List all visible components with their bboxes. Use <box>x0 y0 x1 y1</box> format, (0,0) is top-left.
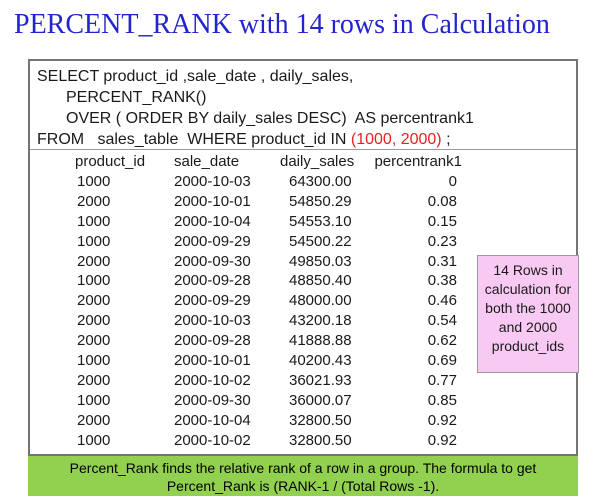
sql-line-2: PERCENT_RANK() <box>66 89 207 106</box>
footer-line-1: Percent_Rank finds the relative rank of … <box>69 460 537 476</box>
table-row: 2000 2000-09-28 41888.88 0.62 <box>75 331 576 351</box>
table-cell: 43200.18 <box>289 312 352 330</box>
table-cell: 54500.22 <box>289 232 352 250</box>
table-cell: 36021.93 <box>289 371 352 389</box>
table-cell: 2000-09-28 <box>174 272 251 290</box>
table-cell: 2000 <box>77 192 111 210</box>
sql-line-3: OVER ( ORDER BY daily_sales DESC) AS per… <box>66 110 474 127</box>
footer-explanation: Percent_Rank finds the relative rank of … <box>28 456 578 496</box>
table-cell: 48850.40 <box>289 272 352 290</box>
table-row: 2000 2000-10-02 36021.93 0.77 <box>75 371 576 391</box>
table-row: 2000 2000-10-04 32800.50 0.92 <box>75 411 576 431</box>
table-cell: 0.31 <box>427 252 457 270</box>
table-cell: 36000.07 <box>289 391 352 409</box>
table-row: 1000 2000-10-02 32800.50 0.92 <box>75 431 576 451</box>
table-cell: 1000 <box>77 352 111 370</box>
table-cell: 0.62 <box>427 332 457 350</box>
sql-query-block: SELECT product_id ,sale_date , daily_sal… <box>30 61 576 150</box>
table-row: 2000 2000-10-03 43200.18 0.54 <box>75 311 576 331</box>
table-cell: 48000.00 <box>289 292 352 310</box>
table-cell: 49850.03 <box>289 252 352 270</box>
table-cell: 32800.50 <box>289 431 352 449</box>
table-cell: 54553.10 <box>289 212 352 230</box>
table-cell: 0.46 <box>427 292 457 310</box>
table-cell: 2000-10-04 <box>174 411 251 429</box>
column-header-percentrank1: percentrank1 <box>374 153 462 170</box>
table-cell: 2000 <box>77 292 111 310</box>
table-cell: 1000 <box>77 172 111 190</box>
table-row: 1000 2000-09-28 48850.40 0.38 <box>75 271 576 291</box>
column-header-product-id: product_id <box>75 153 146 170</box>
table-row: 1000 2000-10-01 40200.43 0.69 <box>75 351 576 371</box>
table-cell: 2000-09-29 <box>174 292 251 310</box>
table-header-row: product_id sale_date daily_sales percent… <box>75 152 576 172</box>
table-cell: 2000 <box>77 371 111 389</box>
table-row: 2000 2000-09-30 49850.03 0.31 <box>75 252 576 272</box>
callout-note: 14 Rows in calculation for both the 1000… <box>477 255 579 373</box>
sql-in-values-highlight: (1000, 2000) <box>350 131 442 148</box>
table-cell: 41888.88 <box>289 332 352 350</box>
table-row: 1000 2000-10-04 54553.10 0.15 <box>75 212 576 232</box>
table-cell: 2000-10-03 <box>174 172 251 190</box>
table-cell: 0.38 <box>427 272 457 290</box>
table-cell: 0.69 <box>427 352 457 370</box>
table-cell: 0.77 <box>427 371 457 389</box>
table-cell: 0.92 <box>427 431 457 449</box>
table-cell: 2000 <box>77 332 111 350</box>
table-cell: 0.15 <box>427 212 457 230</box>
table-cell: 2000 <box>77 411 111 429</box>
table-cell: 2000-10-04 <box>174 212 251 230</box>
sql-line-1: SELECT product_id ,sale_date , daily_sal… <box>37 68 354 85</box>
table-cell: 54850.29 <box>289 192 352 210</box>
table-row: 2000 2000-09-29 48000.00 0.46 <box>75 291 576 311</box>
table-cell: 1000 <box>77 431 111 449</box>
sql-line-4: FROM sales_table WHERE product_id IN (10… <box>37 129 576 150</box>
page-title: PERCENT_RANK with 14 rows in Calculation <box>14 9 550 40</box>
sql-from-clause: FROM sales_table WHERE product_id IN <box>37 131 351 148</box>
table-row: 1000 2000-09-30 36000.07 0.85 <box>75 391 576 411</box>
table-cell: 32800.50 <box>289 411 352 429</box>
table-cell: 0 <box>448 172 457 190</box>
table-cell: 0.08 <box>427 192 457 210</box>
table-cell: 2000-09-30 <box>174 252 251 270</box>
table-cell: 2000-10-02 <box>174 371 251 389</box>
table-cell: 0.92 <box>427 411 457 429</box>
column-header-daily-sales: daily_sales <box>280 153 355 170</box>
table-row: 1000 2000-10-03 64300.00 0 <box>75 172 576 192</box>
table-cell: 2000 <box>77 252 111 270</box>
table-cell: 2000-10-03 <box>174 312 251 330</box>
table-cell: 0.54 <box>427 312 457 330</box>
table-cell: 1000 <box>77 391 111 409</box>
table-cell: 1000 <box>77 212 111 230</box>
table-cell: 2000-09-29 <box>174 232 251 250</box>
column-header-sale-date: sale_date <box>174 153 240 170</box>
table-cell: 2000-09-30 <box>174 391 251 409</box>
table-row: 1000 2000-09-29 54500.22 0.23 <box>75 232 576 252</box>
table-row: 2000 2000-10-01 54850.29 0.08 <box>75 192 576 212</box>
table-cell: 2000-09-28 <box>174 332 251 350</box>
sql-statement-end: ; <box>441 131 451 148</box>
table-body: 1000 2000-10-03 64300.00 0 2000 2000-10-01 548… <box>30 172 576 451</box>
table-cell: 64300.00 <box>289 172 352 190</box>
table-cell: 40200.43 <box>289 352 352 370</box>
table-cell: 1000 <box>77 232 111 250</box>
table-cell: 2000-10-01 <box>174 352 251 370</box>
table-cell: 1000 <box>77 272 111 290</box>
table-cell: 2000 <box>77 312 111 330</box>
table-cell: 0.23 <box>427 232 457 250</box>
table-cell: 0.85 <box>427 391 457 409</box>
table-cell: 2000-10-02 <box>174 431 251 449</box>
table-cell: 2000-10-01 <box>174 192 251 210</box>
result-table: product_id sale_date daily_sales percent… <box>30 150 576 451</box>
footer-line-2: Percent_Rank is (RANK-1 / (Total Rows -1… <box>166 478 440 494</box>
